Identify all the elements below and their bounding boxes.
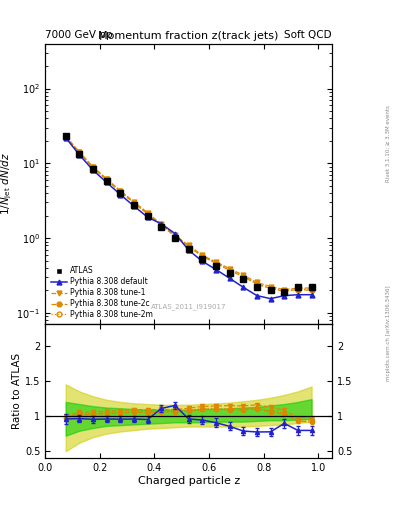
Text: Soft QCD: Soft QCD xyxy=(285,30,332,40)
Y-axis label: $1/N_\mathrm{jet}\ dN/dz$: $1/N_\mathrm{jet}\ dN/dz$ xyxy=(0,153,14,216)
Text: Rivet 3.1.10; ≥ 3.3M events: Rivet 3.1.10; ≥ 3.3M events xyxy=(386,105,391,182)
Legend: ATLAS, Pythia 8.308 default, Pythia 8.308 tune-1, Pythia 8.308 tune-2c, Pythia 8: ATLAS, Pythia 8.308 default, Pythia 8.30… xyxy=(49,265,155,321)
Text: ATLAS_2011_I919017: ATLAS_2011_I919017 xyxy=(151,304,226,310)
X-axis label: Charged particle z: Charged particle z xyxy=(138,476,240,486)
Text: mcplots.cern.ch [arXiv:1306.3436]: mcplots.cern.ch [arXiv:1306.3436] xyxy=(386,285,391,380)
Title: Momentum fraction z(track jets): Momentum fraction z(track jets) xyxy=(99,31,279,41)
Y-axis label: Ratio to ATLAS: Ratio to ATLAS xyxy=(12,353,22,430)
Text: 7000 GeV pp: 7000 GeV pp xyxy=(45,30,113,40)
